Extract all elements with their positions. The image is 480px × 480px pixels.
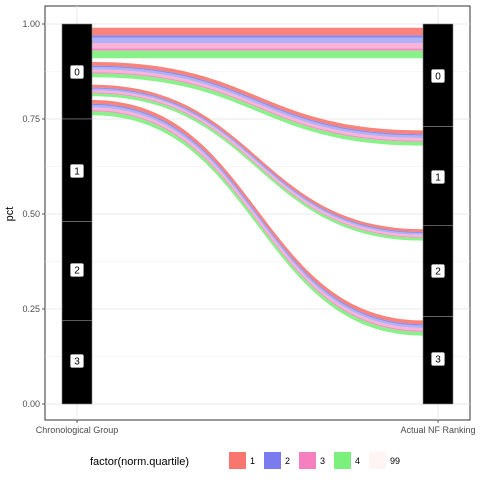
- flow-band-q1: [92, 100, 423, 325]
- flow-band-q4: [92, 73, 423, 146]
- flow-band-q1: [92, 84, 423, 233]
- legend-key: [229, 452, 246, 469]
- flow-band-q1: [92, 27, 423, 36]
- stratum-0-2: 2: [61, 221, 93, 321]
- flow-2: [92, 84, 423, 241]
- stratum-label-box: [69, 353, 85, 369]
- stratum-label: 1: [435, 173, 441, 184]
- stratum-label: 2: [435, 267, 441, 278]
- flow-1: [92, 62, 423, 146]
- legend-label: 3: [320, 456, 325, 466]
- flow-band-q2: [92, 35, 423, 43]
- legend-item-3: 3: [299, 452, 325, 469]
- flow-band-q2: [92, 87, 423, 235]
- flow-band-q1: [92, 62, 423, 135]
- flow-highlight: [92, 37, 423, 49]
- flow-band-q3: [92, 69, 423, 142]
- legend-title: factor(norm.quartile): [90, 456, 189, 468]
- stratum-box: [61, 221, 93, 321]
- stratum-0-3: 3: [61, 320, 93, 405]
- stratum-0-1: 1: [61, 118, 93, 222]
- flow-3: [92, 100, 423, 336]
- strata: 0 1 2 3 0 1 2 3: [61, 23, 454, 405]
- flow-band-q4: [92, 50, 423, 59]
- stratum-label-box: [69, 163, 85, 179]
- flow-highlight: [92, 66, 423, 141]
- stratum-label: 3: [74, 357, 80, 368]
- legend-label: 1: [250, 456, 255, 466]
- legend-key: [299, 452, 316, 469]
- stratum-label: 3: [435, 355, 441, 366]
- stratum-1-1: 1: [422, 126, 454, 226]
- flow-band-q4: [92, 93, 423, 241]
- stratum-label-box: [69, 262, 85, 278]
- flow-band-q3: [92, 90, 423, 238]
- stratum-1-3: 3: [422, 316, 454, 405]
- y-tick-label: 0.75: [22, 114, 40, 124]
- legend-item-99: 99: [369, 452, 400, 469]
- stratum-label: 2: [74, 266, 80, 277]
- y-tick-label: 0.50: [22, 209, 40, 219]
- legend: factor(norm.quartile) 1 2 3 4 99: [90, 452, 400, 469]
- legend-item-1: 1: [229, 452, 255, 469]
- legend-key: [264, 452, 281, 469]
- legend-item-4: 4: [334, 452, 360, 469]
- flow-band-q3: [92, 107, 423, 332]
- x-tick-label: Chronological Group: [36, 425, 119, 435]
- legend-key: [369, 452, 386, 469]
- flows: [92, 27, 423, 336]
- legend-label: 99: [390, 456, 400, 466]
- flow-band-q2: [92, 65, 423, 138]
- stratum-label-box: [69, 64, 85, 80]
- stratum-label-box: [430, 351, 446, 367]
- x-tick-label: Actual NF Ranking: [400, 425, 475, 435]
- stratum-0-0: 0: [61, 23, 93, 120]
- legend-key: [334, 452, 351, 469]
- stratum-label-box: [430, 68, 446, 84]
- flow-band-q2: [92, 103, 423, 328]
- stratum-1-2: 2: [422, 225, 454, 317]
- y-tick-label: 0.00: [22, 399, 40, 409]
- legend-item-2: 2: [264, 452, 290, 469]
- flow-highlight: [92, 104, 423, 331]
- stratum-label-box: [430, 169, 446, 185]
- flow-0: [92, 27, 423, 59]
- y-tick-label: 0.25: [22, 304, 40, 314]
- flow-highlight: [92, 88, 423, 237]
- stratum-label: 0: [435, 72, 441, 83]
- legend-label: 4: [355, 456, 360, 466]
- y-axis-title: pct: [4, 207, 16, 222]
- legend-label: 2: [285, 456, 290, 466]
- x-axis: Chronological Group Actual NF Ranking: [36, 420, 476, 435]
- flow-band-q3: [92, 43, 423, 51]
- stratum-label: 1: [74, 167, 80, 178]
- y-tick-label: 1.00: [22, 19, 40, 29]
- y-axis: 0.00 0.25 0.50 0.75 1.00: [22, 19, 45, 409]
- flow-band-q4: [92, 111, 423, 336]
- stratum-label: 0: [74, 68, 80, 79]
- stratum-label-box: [430, 263, 446, 279]
- stratum-1-0: 0: [422, 23, 454, 127]
